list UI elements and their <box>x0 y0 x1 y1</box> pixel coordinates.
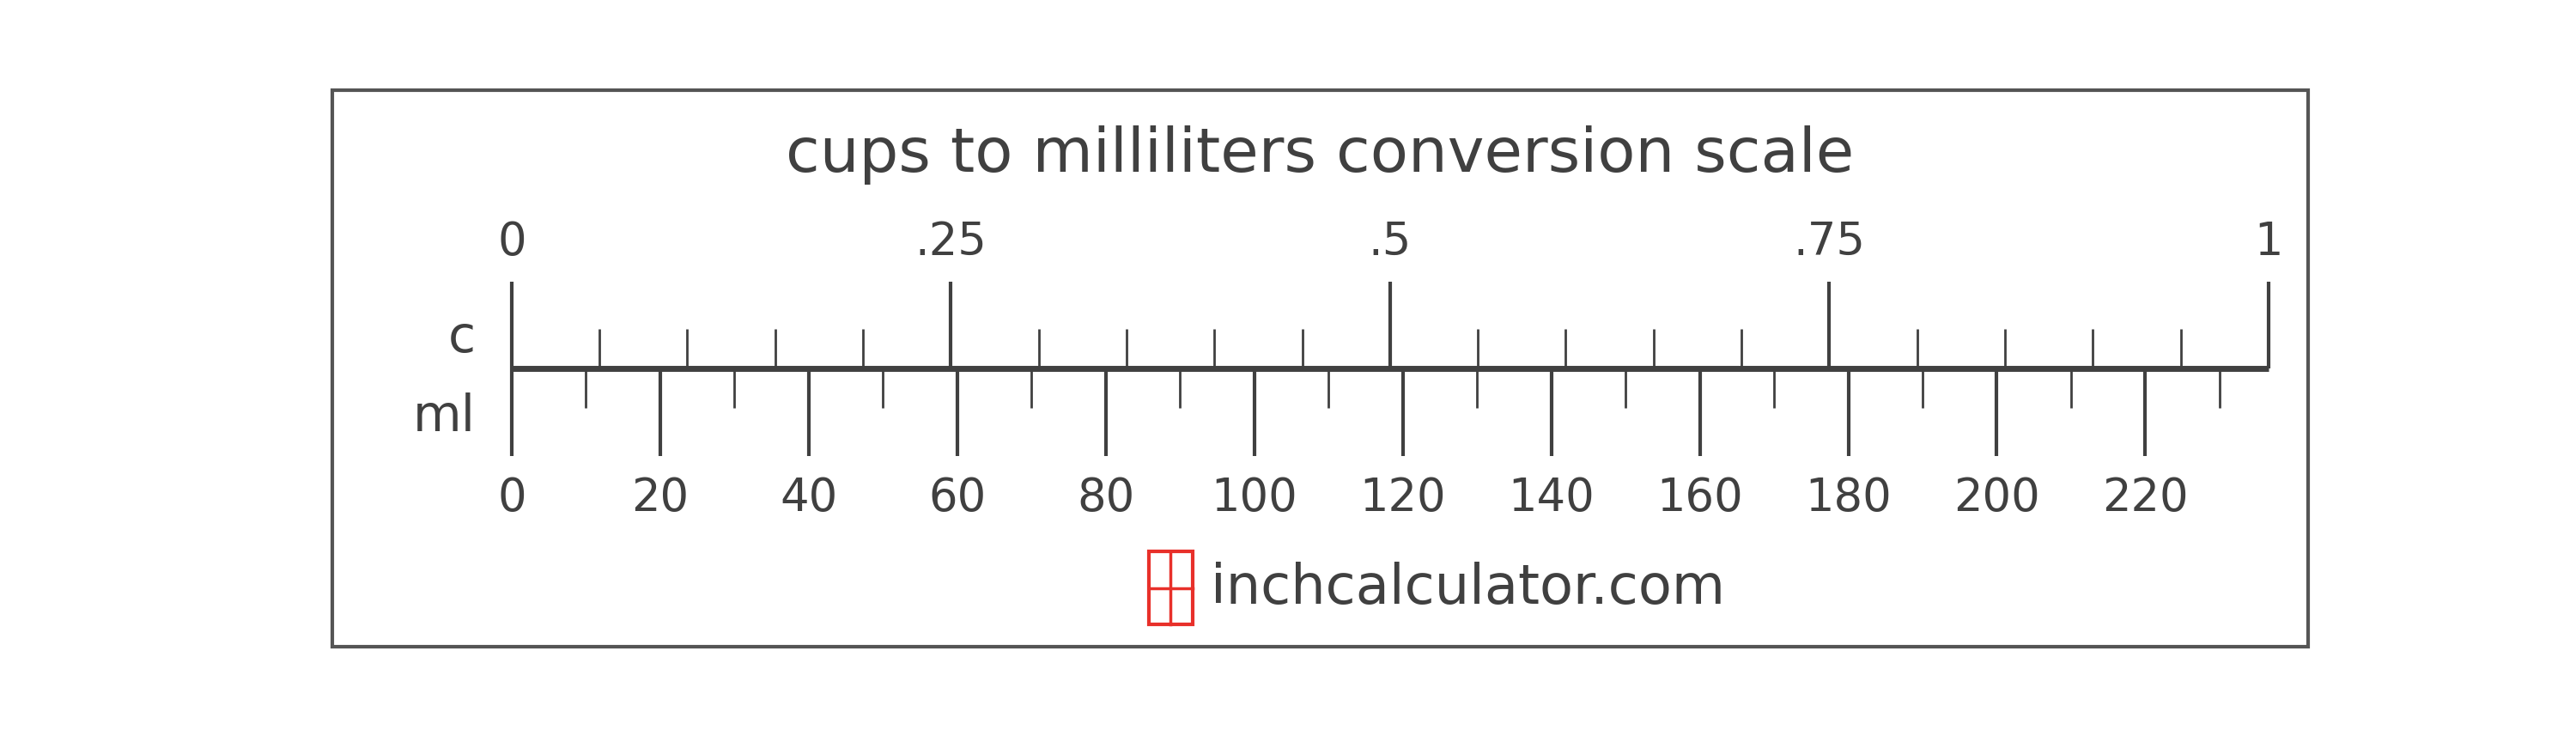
Bar <box>1149 551 1193 624</box>
Text: inchcalculator.com: inchcalculator.com <box>1211 561 1726 615</box>
Text: .5: .5 <box>1368 220 1412 265</box>
Text: .25: .25 <box>914 220 987 265</box>
Text: 60: 60 <box>927 475 987 520</box>
Text: 40: 40 <box>781 475 837 520</box>
Text: 160: 160 <box>1656 475 1744 520</box>
Text: 1: 1 <box>2254 220 2282 265</box>
Text: 80: 80 <box>1077 475 1133 520</box>
Text: ml: ml <box>412 392 477 441</box>
Text: 0: 0 <box>497 220 526 265</box>
Text: 20: 20 <box>631 475 688 520</box>
Text: 120: 120 <box>1360 475 1445 520</box>
Text: 100: 100 <box>1211 475 1298 520</box>
Text: 180: 180 <box>1806 475 1891 520</box>
Text: 220: 220 <box>2102 475 2190 520</box>
Text: 140: 140 <box>1507 475 1595 520</box>
Text: .75: .75 <box>1793 220 1865 265</box>
Text: 0: 0 <box>497 475 526 520</box>
Text: c: c <box>448 314 477 363</box>
Text: 200: 200 <box>1953 475 2040 520</box>
Text: cups to milliliters conversion scale: cups to milliliters conversion scale <box>786 126 1855 185</box>
